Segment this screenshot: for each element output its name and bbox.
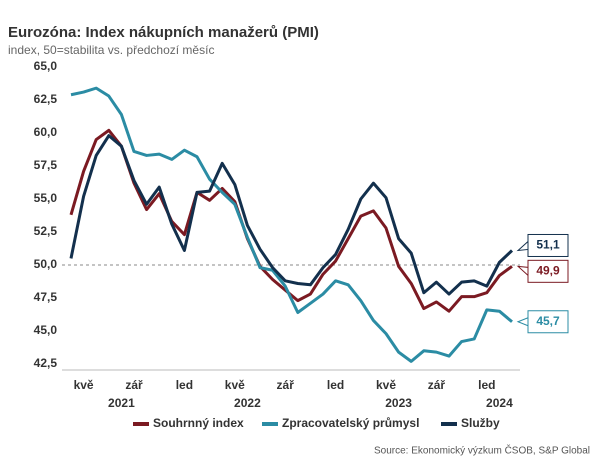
y-tick-label: 57,5 bbox=[34, 158, 58, 172]
legend-label: Zpracovatelský průmysl bbox=[282, 416, 419, 430]
x-tick-label: led bbox=[176, 378, 193, 392]
data-label: 45,7 bbox=[536, 314, 560, 328]
year-label: 2023 bbox=[385, 396, 412, 410]
legend-label: Souhrnný index bbox=[153, 416, 244, 430]
y-tick-label: 52,5 bbox=[34, 224, 58, 238]
y-tick-label: 60,0 bbox=[34, 125, 58, 139]
data-label: 49,9 bbox=[536, 263, 560, 277]
x-tick-label: led bbox=[327, 378, 344, 392]
source: Source: Ekonomický výzkum ČSOB, S&P Glob… bbox=[374, 444, 590, 457]
y-tick-label: 45,0 bbox=[34, 323, 58, 337]
year-label: 2024 bbox=[486, 396, 513, 410]
x-tick-label: kvě bbox=[376, 378, 396, 392]
x-tick-label: kvě bbox=[74, 378, 94, 392]
line bbox=[69, 128, 513, 313]
line bbox=[70, 86, 513, 363]
label-box bbox=[527, 233, 569, 257]
label-box bbox=[527, 259, 569, 283]
legend-label: Služby bbox=[461, 416, 500, 430]
data-label: 51,1 bbox=[536, 238, 560, 252]
x-tick-label: zář bbox=[277, 378, 295, 392]
label-pointer bbox=[516, 265, 529, 277]
chart-title: Eurozóna: Index nákupních manažerů (PMI) bbox=[8, 24, 319, 41]
line bbox=[69, 134, 514, 296]
x-tick-label: kvě bbox=[225, 378, 245, 392]
y-tick-label: 62,5 bbox=[34, 92, 58, 106]
year-label: 2022 bbox=[234, 396, 261, 410]
label-pointer bbox=[516, 317, 529, 327]
x-tick-label: zář bbox=[428, 378, 446, 392]
label-box bbox=[527, 310, 569, 334]
y-tick-label: 42,5 bbox=[34, 356, 58, 370]
year-label: 2021 bbox=[108, 396, 135, 410]
y-tick-label: 47,5 bbox=[34, 290, 58, 304]
y-tick-label: 50,0 bbox=[34, 257, 58, 271]
x-tick-label: zář bbox=[125, 378, 143, 392]
y-tick-label: 55,0 bbox=[34, 191, 58, 205]
x-tick-label: led bbox=[478, 378, 495, 392]
chart-subtitle: index, 50=stabilita vs. předchozí měsíc bbox=[8, 43, 214, 57]
label-pointer bbox=[516, 240, 529, 252]
y-tick-label: 65,0 bbox=[34, 59, 58, 73]
